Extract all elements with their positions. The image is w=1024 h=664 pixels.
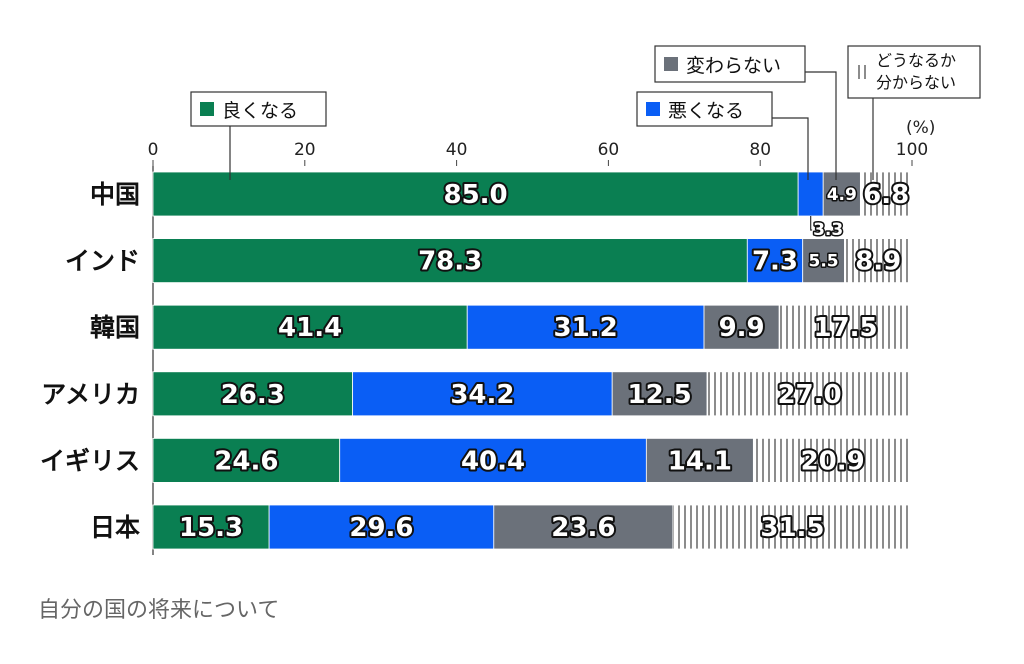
bar-segment bbox=[746, 238, 804, 284]
bar-segment bbox=[339, 437, 647, 483]
legend-label: 変わらない bbox=[686, 55, 781, 77]
category-label: アメリカ bbox=[41, 380, 140, 409]
unit-label: (%) bbox=[906, 118, 935, 138]
bar-segment bbox=[752, 437, 913, 483]
bar-segment bbox=[844, 238, 913, 284]
value-label: 31.5 bbox=[760, 513, 824, 543]
value-label: 27.0 bbox=[777, 380, 841, 410]
category-label: 韓国 bbox=[90, 313, 140, 342]
bar-segment bbox=[703, 304, 780, 350]
value-label: 29.6 bbox=[349, 513, 413, 543]
category-label: 日本 bbox=[90, 513, 140, 542]
bar-segment bbox=[672, 504, 913, 550]
x-tick-label: 20 bbox=[294, 140, 316, 160]
bars bbox=[152, 171, 913, 550]
value-label: 4.9 bbox=[827, 185, 857, 205]
legend-swatch bbox=[646, 102, 660, 116]
bar-segment bbox=[778, 304, 913, 350]
bar-segment bbox=[152, 171, 799, 217]
value-label: 85.0 bbox=[443, 180, 507, 210]
legend-box bbox=[654, 45, 806, 83]
legend-label: 悪くなる bbox=[668, 100, 744, 122]
value-label: 7.3 bbox=[752, 247, 798, 277]
legend-box bbox=[847, 45, 981, 99]
value-label: 6.8 bbox=[863, 180, 909, 210]
bar-segment bbox=[706, 371, 913, 417]
legend-swatch bbox=[855, 65, 869, 79]
value-label: 12.5 bbox=[628, 380, 692, 410]
legend-swatch bbox=[664, 57, 678, 71]
legend-swatch bbox=[200, 102, 214, 116]
value-label: 14.1 bbox=[668, 446, 732, 476]
bar-segment bbox=[802, 238, 845, 284]
bar-segment bbox=[152, 371, 354, 417]
bar-segment bbox=[152, 304, 468, 350]
legend-leader-line bbox=[805, 71, 837, 180]
value-label: 5.5 bbox=[809, 252, 839, 272]
value-label: 20.9 bbox=[801, 446, 865, 476]
bar-segment bbox=[645, 437, 754, 483]
legend-label: 良くなる bbox=[222, 100, 298, 122]
chart-caption: 自分の国の将来について bbox=[38, 598, 280, 623]
value-label: 40.4 bbox=[461, 446, 525, 476]
legend-box bbox=[636, 91, 773, 127]
value-label: 24.6 bbox=[214, 446, 278, 476]
bar-segment bbox=[352, 371, 613, 417]
x-axis: 0 20 40 60 80 100(%) bbox=[148, 118, 935, 555]
value-label: 17.5 bbox=[814, 313, 878, 343]
value-label: 26.3 bbox=[221, 380, 285, 410]
value-label: 15.3 bbox=[179, 513, 243, 543]
value-label: 34.2 bbox=[450, 380, 514, 410]
x-tick-label: 100 bbox=[896, 140, 928, 160]
value-label: 31.2 bbox=[554, 313, 618, 343]
x-tick-label: 40 bbox=[446, 140, 468, 160]
value-labels: 85.0 3.3 4.9 6.8 78.3 7.3 5.5 8.9 41.4 31.2 9.9 17.… bbox=[177, 178, 911, 545]
bar-segment bbox=[268, 504, 495, 550]
bar-segment bbox=[822, 171, 861, 217]
category-label: イギリス bbox=[40, 446, 140, 475]
bar-segment bbox=[859, 171, 913, 217]
bar-segment bbox=[611, 371, 708, 417]
bar-segment bbox=[152, 437, 341, 483]
x-tick-label: 80 bbox=[749, 140, 771, 160]
value-label: 78.3 bbox=[418, 247, 482, 277]
value-label: 23.6 bbox=[551, 513, 615, 543]
legend-label: 分からない bbox=[876, 73, 956, 92]
bar-segment bbox=[466, 304, 705, 350]
bar-segment bbox=[152, 238, 748, 284]
category-label: インド bbox=[65, 247, 140, 276]
value-leader-line bbox=[810, 216, 813, 231]
legend-label: どうなるか bbox=[876, 51, 956, 70]
x-tick-label: 0 bbox=[148, 140, 159, 160]
value-label: 9.9 bbox=[719, 313, 765, 343]
value-label: 41.4 bbox=[278, 313, 342, 343]
value-label: 8.9 bbox=[855, 247, 901, 277]
category-label: 中国 bbox=[90, 180, 140, 209]
x-tick-label: 60 bbox=[598, 140, 620, 160]
value-label: 3.3 bbox=[813, 220, 843, 240]
legend-leader-line bbox=[772, 117, 809, 180]
bar-segment bbox=[797, 171, 824, 217]
